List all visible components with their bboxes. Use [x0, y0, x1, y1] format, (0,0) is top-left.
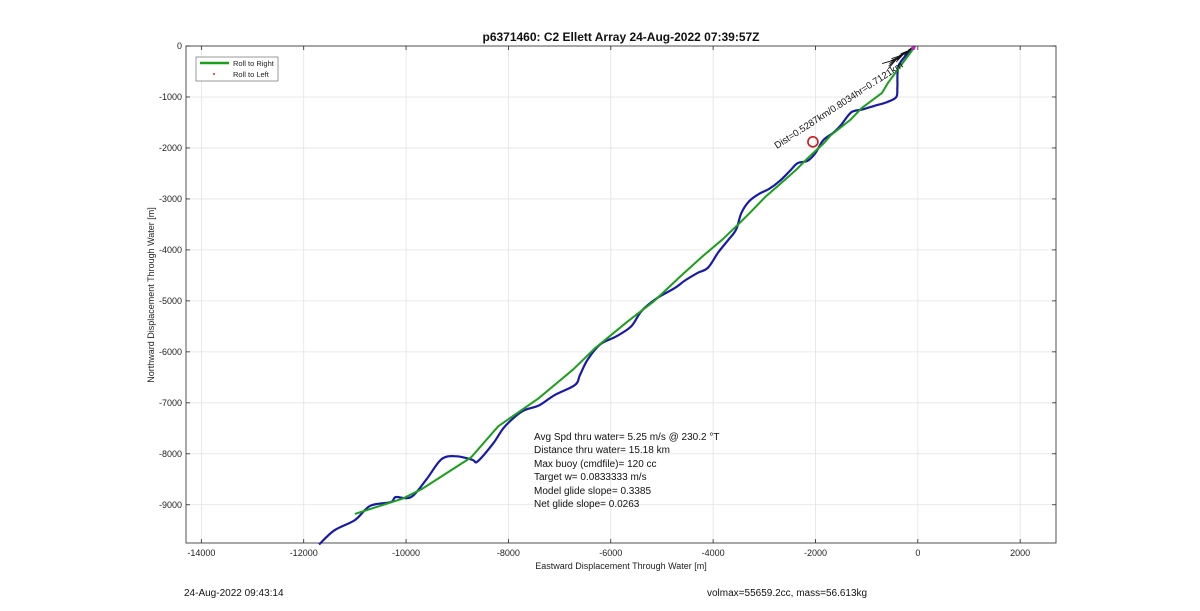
heading-vector — [882, 59, 896, 65]
footer-volmax-mass: volmax=55659.2cc, mass=56.613kg — [707, 588, 868, 599]
stats-block: Avg Spd thru water= 5.25 m/s @ 230.2 °T … — [534, 432, 719, 510]
distance-annotation: Dist=0.5287km/0.8034hr=0.7121km — [773, 60, 906, 152]
y-tick-label: -1000 — [159, 92, 182, 102]
y-tick-label: -8000 — [159, 449, 182, 459]
stat-max-buoy: Max buoy (cmdfile)= 120 cc — [534, 459, 657, 470]
x-axis-label: Eastward Displacement Through Water [m] — [535, 561, 707, 571]
stat-distance: Distance thru water= 15.18 km — [534, 445, 670, 456]
y-tick-label: -4000 — [159, 245, 182, 255]
x-tick-label: -12000 — [290, 548, 318, 558]
heading-vector — [900, 50, 909, 55]
stat-avg-speed: Avg Spd thru water= 5.25 m/s @ 230.2 °T — [534, 432, 719, 443]
y-tick-label: 0 — [177, 41, 182, 51]
footer-timestamp: 24-Aug-2022 09:43:14 — [184, 588, 284, 599]
y-tick-label: -2000 — [159, 143, 182, 153]
y-tick-label: -7000 — [159, 398, 182, 408]
x-tick-label: -8000 — [497, 548, 520, 558]
legend-swatch-roll-left — [213, 73, 215, 75]
heading-vectors — [882, 45, 916, 70]
legend-label-roll-left: Roll to Left — [233, 70, 270, 79]
heading-vector — [903, 49, 911, 56]
y-tick-label: -6000 — [159, 347, 182, 357]
x-tick-label: -4000 — [702, 548, 725, 558]
y-tick-label: -5000 — [159, 296, 182, 306]
heading-vector — [899, 50, 908, 56]
grid — [186, 45, 1056, 543]
heading-vector — [887, 58, 898, 70]
y-axis-label: Northward Displacement Through Water [m] — [146, 207, 156, 383]
marker-layer — [807, 136, 819, 148]
series-roll-to-right — [354, 45, 917, 515]
y-tick-label: -3000 — [159, 194, 182, 204]
target-circle-marker — [807, 136, 819, 148]
x-tick-label: -6000 — [599, 548, 622, 558]
dive-start-marker — [911, 46, 916, 50]
stat-net-glide-slope: Net glide slope= 0.0263 — [534, 499, 640, 510]
x-tick-label: -14000 — [187, 548, 215, 558]
series-track — [318, 45, 916, 546]
heading-vector — [891, 54, 903, 60]
x-tick-label: 2000 — [1010, 548, 1030, 558]
y-tick-label: -9000 — [159, 500, 182, 510]
chart-title: p6371460: C2 Ellett Array 24-Aug-2022 07… — [482, 30, 759, 44]
x-tick-label: 0 — [915, 548, 920, 558]
stat-target-w: Target w= 0.0833333 m/s — [534, 472, 647, 483]
legend-label-roll-right: Roll to Right — [233, 59, 275, 68]
stat-model-glide-slope: Model glide slope= 0.3385 — [534, 486, 651, 497]
legend: Roll to Right Roll to Left — [195, 56, 279, 82]
x-tick-label: -2000 — [804, 548, 827, 558]
axes-box — [185, 45, 1057, 544]
axis-ticks: -14000 -12000 -10000 -8000 -6000 -4000 -2000 0 2… — [159, 41, 1056, 558]
x-tick-label: -10000 — [392, 548, 420, 558]
legend-box — [195, 56, 279, 82]
series-layer — [318, 45, 917, 546]
